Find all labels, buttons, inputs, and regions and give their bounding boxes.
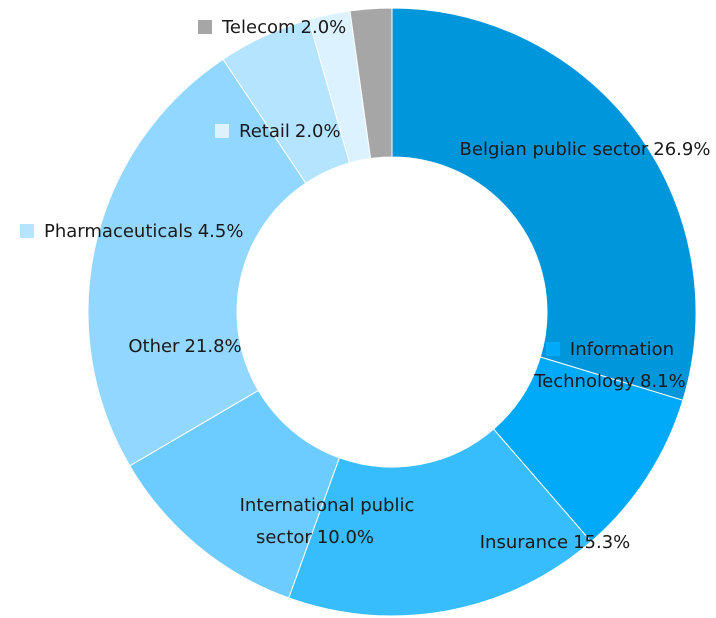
label-value: 26.9%: [653, 139, 711, 160]
slice-label: Other 21.8%: [95, 331, 275, 363]
slice-label: Insurance 15.3%: [455, 527, 655, 559]
label-value: 10.0%: [316, 527, 374, 548]
legend-square: [198, 20, 212, 34]
label-name: Insurance: [479, 532, 569, 553]
label-name: International public sector: [239, 495, 415, 548]
label-value: 15.3%: [573, 532, 631, 553]
donut-slice: [87, 58, 307, 467]
label-name: Other: [128, 336, 180, 357]
donut-slice: [391, 7, 697, 401]
label-name: Belgian public sector: [459, 139, 649, 160]
label-value: 8.1%: [640, 371, 686, 392]
label-name: Retail: [239, 121, 290, 142]
slice-label: Belgian public sector 26.9%: [455, 134, 715, 166]
donut-slice: [349, 7, 393, 160]
label-name: Telecom: [222, 17, 296, 38]
slice-label: Information Technology 8.1%: [495, 334, 716, 398]
label-value: 4.5%: [197, 221, 244, 242]
label-value: 21.8%: [184, 336, 242, 357]
label-value: 2.0%: [294, 121, 341, 142]
legend-square: [545, 342, 560, 356]
legend-square: [20, 224, 34, 238]
slice-label: Retail 2.0%: [215, 116, 415, 148]
legend-square: [215, 124, 229, 138]
slice-label: Telecom 2.0%: [198, 12, 418, 44]
label-name: Information Technology: [534, 339, 675, 392]
donut-slice: [288, 428, 592, 617]
slice-label: Pharmaceuticals 4.5%: [20, 216, 320, 248]
label-value: 2.0%: [300, 17, 347, 38]
label-name: Pharmaceuticals: [44, 221, 193, 242]
legend-square: [215, 498, 230, 512]
slice-label: International public sector 10.0%: [180, 490, 450, 554]
